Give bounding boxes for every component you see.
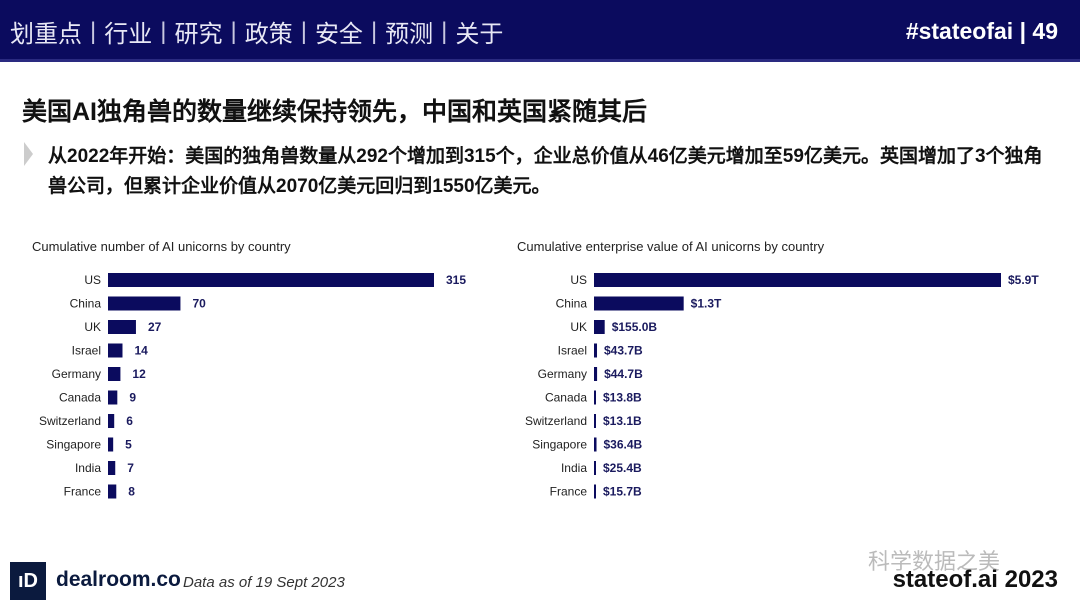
bar [108, 273, 434, 287]
nav-item[interactable]: 行业 [104, 21, 153, 48]
category-label: UK [570, 320, 587, 334]
data-label: $44.7B [604, 367, 643, 381]
bar [108, 484, 117, 499]
bar [108, 367, 121, 381]
data-label: 5 [125, 438, 132, 452]
category-label: India [561, 461, 587, 475]
nav-separator: | [300, 17, 307, 45]
slide-subtitle: 从2022年开始：美国的独角兽数量从292个增加到315个，企业总价值从46亿美… [48, 146, 1043, 197]
bar [594, 461, 596, 475]
bar [594, 296, 684, 311]
header-bar: 划重点 | 行业 | 研究 | 政策 | 安全 | 预测 | 关于 #stateofai | 49 [0, 0, 1080, 62]
data-label: $5.9T [1008, 273, 1039, 287]
bar [108, 320, 136, 334]
bar [594, 320, 605, 334]
data-label: 14 [134, 344, 148, 358]
footer-note: Data as of 19 Sept 2023 [183, 574, 345, 591]
nav-item[interactable]: 预测 [385, 21, 434, 48]
category-label: UK [84, 320, 101, 334]
chart-title-value: Cumulative enterprise value of AI unicor… [517, 239, 825, 254]
category-label: Germany [52, 367, 101, 381]
bar [108, 461, 116, 475]
data-label: 12 [132, 367, 146, 381]
category-label: Israel [558, 344, 587, 358]
category-label: China [70, 297, 102, 311]
category-label: Singapore [532, 438, 587, 452]
category-label: Germany [538, 367, 587, 381]
slide-tag: #stateofai | 49 [905, 18, 1058, 44]
nav-separator: | [160, 17, 167, 45]
bar [108, 437, 114, 452]
bar [594, 273, 1001, 287]
category-label: France [550, 485, 588, 499]
footer-brand: dealroom.co [56, 568, 181, 591]
data-label: 7 [127, 461, 134, 475]
bar [594, 367, 598, 381]
nav-menu: 划重点 | 行业 | 研究 | 政策 | 安全 | 预测 | 关于 [10, 14, 503, 49]
bar [594, 437, 597, 452]
data-label: 315 [446, 273, 466, 287]
nav-separator: | [230, 17, 237, 45]
bar [108, 343, 123, 358]
category-label: Israel [72, 344, 101, 358]
bar [108, 390, 118, 405]
footer-site: stateof.ai 2023 [892, 566, 1058, 593]
nav-separator: | [90, 17, 97, 45]
data-label: $36.4B [604, 438, 643, 452]
bar [594, 390, 596, 405]
category-label: India [75, 461, 101, 475]
nav-item[interactable]: 关于 [455, 21, 504, 48]
data-label: 70 [192, 297, 206, 311]
data-label: 27 [148, 320, 162, 334]
data-label: 9 [129, 391, 136, 405]
data-label: $15.7B [603, 485, 642, 499]
category-label: US [570, 273, 587, 287]
bar [594, 343, 598, 358]
nav-item[interactable]: 安全 [314, 21, 363, 48]
data-label: $13.8B [603, 391, 642, 405]
bar [594, 414, 596, 428]
nav-item[interactable]: 研究 [174, 21, 223, 48]
category-label: Switzerland [39, 414, 101, 428]
nav-item[interactable]: 政策 [244, 21, 293, 48]
nav-separator: | [370, 17, 378, 45]
data-label: $155.0B [612, 320, 658, 334]
dealroom-logo-icon: ıD [10, 562, 46, 600]
data-label: $13.1B [603, 414, 642, 428]
data-label: $43.7B [604, 344, 643, 358]
category-label: Switzerland [525, 414, 587, 428]
category-label: Canada [59, 391, 101, 405]
data-label: 6 [126, 414, 133, 428]
data-label: $25.4B [603, 461, 642, 475]
bullet-arrow-icon [24, 142, 33, 166]
category-label: Canada [545, 391, 587, 405]
category-label: China [556, 297, 588, 311]
category-label: France [64, 485, 102, 499]
data-label: $1.3T [691, 297, 722, 311]
watermark: 科学数据之美 [868, 549, 1001, 574]
bar [108, 296, 181, 311]
bar [594, 484, 596, 499]
slide-title: 美国AI独角兽的数量继续保持领先，中国和英国紧随其后 [22, 98, 648, 126]
nav-separator: | [441, 17, 448, 45]
category-label: US [84, 273, 101, 287]
bar [108, 414, 115, 428]
data-label: 8 [128, 485, 135, 499]
nav-item[interactable]: 划重点 [10, 21, 82, 48]
chart-title-count: Cumulative number of AI unicorns by coun… [32, 239, 291, 254]
category-label: Singapore [46, 438, 101, 452]
